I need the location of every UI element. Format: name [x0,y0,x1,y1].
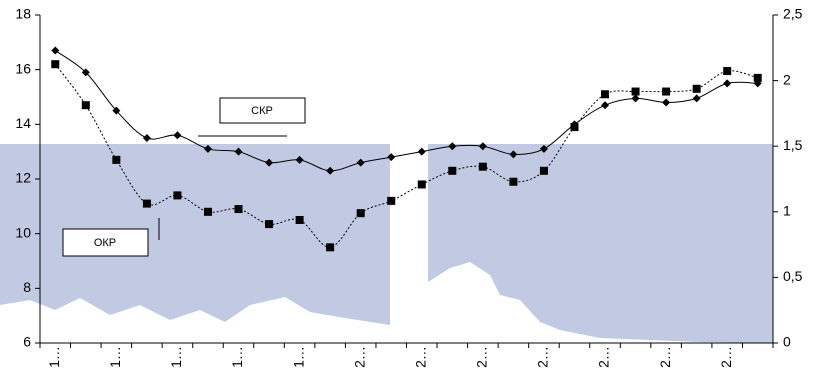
x-tick-label: 1… [168,346,184,368]
marker [265,220,274,229]
marker [601,101,610,110]
marker [509,177,518,186]
x-tick-label: 2… [657,346,673,368]
marker [692,84,701,93]
marker [356,209,365,218]
marker [265,158,274,167]
marker [723,79,732,88]
y2-tick-label: 1,5 [783,137,803,153]
map-land [428,262,773,345]
marker [295,216,304,224]
marker [387,196,396,205]
marker [234,205,243,214]
marker [356,158,365,167]
y-tick-label: 14 [15,115,31,131]
y-tick-label: 16 [15,60,31,76]
marker [142,199,151,208]
annotation-okp: ОКР [62,218,160,257]
y2-tick-label: 0,5 [783,268,803,284]
marker [234,147,243,156]
annotation-box [62,228,149,257]
y-tick-label: 12 [15,170,31,186]
marker [753,73,762,82]
marker [631,94,640,103]
annotation-ckp: СКР [198,97,306,137]
marker [539,144,548,153]
marker [173,191,182,200]
x-tick-label: 2… [351,346,367,368]
annotation-text: ОКР [94,237,116,249]
y-tick-label: 8 [23,279,31,295]
y2-tick-label: 1 [783,203,791,219]
y2-tick-label: 2,5 [783,6,803,22]
marker [51,46,60,55]
marker [387,153,396,162]
x-tick-label: 1… [229,346,245,368]
marker [448,166,457,175]
x-tick-label: 2… [718,346,734,368]
x-tick-label: 1… [107,346,123,368]
marker [662,98,671,107]
y-tick-label: 6 [23,334,31,350]
y-tick-label: 18 [15,6,31,22]
marker [51,60,60,69]
marker [570,123,579,132]
marker [326,243,335,252]
marker [478,142,487,151]
y-tick-label: 10 [15,224,31,240]
background-map [0,144,773,345]
marker [173,131,182,140]
marker [539,166,548,175]
map-land [0,297,390,345]
marker [112,106,121,115]
marker [81,101,90,110]
y2-tick-label: 2 [783,71,791,87]
marker [723,67,732,76]
x-tick-label: 1… [46,346,62,368]
marker [692,94,701,103]
marker [509,150,518,159]
x-tick-label: 2… [596,346,612,368]
marker [448,142,457,151]
x-tick-label: 2… [535,346,551,368]
marker [417,180,426,189]
marker [478,162,487,171]
marker [203,207,212,216]
marker [112,155,121,164]
x-tick-label: 2… [412,346,428,368]
x-tick-label: 2… [474,346,490,368]
annotation-text: СКР [251,105,273,117]
x-tick-label: 1… [290,346,306,368]
marker [203,144,212,153]
marker [295,155,304,164]
y2-tick-label: 0 [783,334,791,350]
marker [326,166,335,175]
marker [142,134,151,142]
marker [601,90,610,99]
marker [631,87,640,96]
annotation-box [219,97,306,124]
marker [417,147,426,156]
marker [81,68,90,77]
marker [662,87,671,96]
